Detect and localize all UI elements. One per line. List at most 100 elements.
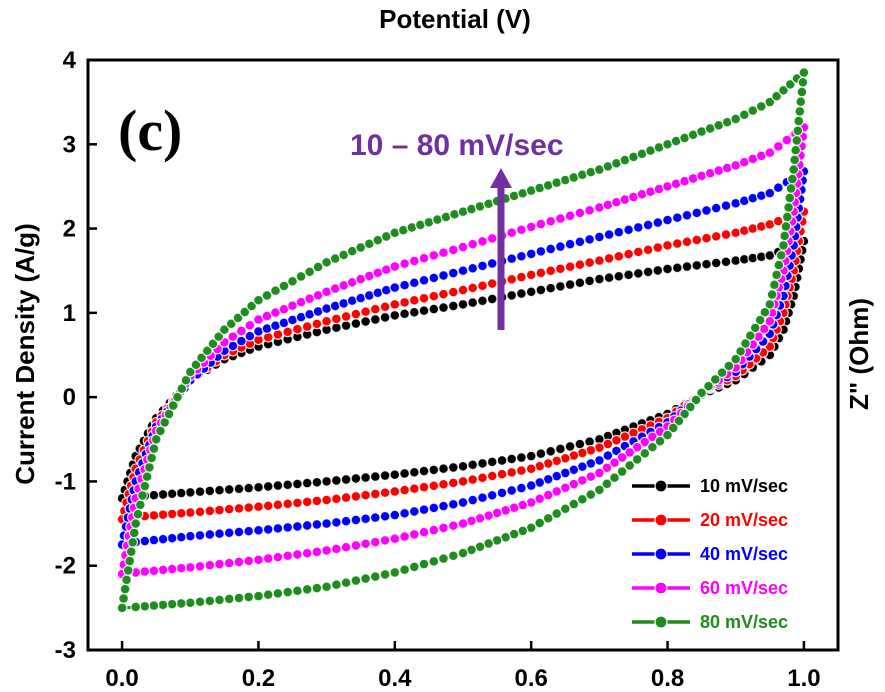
data-point bbox=[624, 447, 636, 458]
legend-label: 40 mV/sec bbox=[700, 544, 788, 564]
data-point bbox=[166, 508, 178, 520]
data-point bbox=[190, 359, 202, 371]
data-point bbox=[740, 338, 751, 350]
data-point bbox=[525, 248, 537, 260]
data-point bbox=[262, 524, 274, 535]
data-point bbox=[350, 318, 362, 330]
data-point bbox=[139, 480, 151, 492]
data-point bbox=[654, 435, 666, 447]
data-point bbox=[157, 533, 169, 545]
data-point bbox=[223, 484, 235, 495]
data-point bbox=[159, 417, 171, 428]
data-point bbox=[603, 252, 615, 264]
data-point bbox=[213, 331, 225, 343]
data-point bbox=[272, 523, 284, 534]
y-tick-label: -2 bbox=[55, 553, 76, 580]
data-point bbox=[778, 84, 789, 96]
data-point bbox=[783, 202, 794, 213]
data-point bbox=[233, 503, 245, 514]
data-point bbox=[486, 293, 498, 305]
right-axis-title: Z" (Ohm) bbox=[844, 298, 874, 410]
data-point bbox=[735, 346, 746, 357]
data-point bbox=[496, 468, 508, 480]
data-point bbox=[321, 518, 333, 529]
data-point bbox=[196, 352, 208, 364]
data-point bbox=[764, 147, 776, 159]
data-point bbox=[132, 508, 144, 520]
data-point bbox=[506, 253, 518, 265]
data-point bbox=[601, 462, 613, 474]
data-point bbox=[253, 524, 264, 536]
data-point bbox=[150, 433, 162, 445]
data-point bbox=[535, 448, 547, 460]
data-point bbox=[584, 275, 595, 287]
data-point bbox=[175, 507, 187, 519]
data-point bbox=[235, 325, 247, 337]
data-point bbox=[784, 78, 796, 90]
data-point bbox=[194, 506, 206, 518]
data-point bbox=[496, 487, 508, 499]
data-point bbox=[447, 300, 459, 312]
data-point bbox=[340, 541, 352, 553]
data-point bbox=[647, 441, 658, 453]
data-point bbox=[602, 450, 614, 462]
data-point bbox=[574, 259, 586, 271]
data-point bbox=[691, 260, 703, 271]
data-point bbox=[292, 497, 303, 509]
data-point bbox=[671, 212, 683, 224]
data-point bbox=[350, 540, 362, 551]
data-point bbox=[369, 471, 381, 483]
data-point bbox=[184, 366, 196, 378]
data-point bbox=[574, 236, 586, 248]
data-point bbox=[428, 464, 440, 476]
data-point bbox=[292, 549, 303, 560]
data-point bbox=[467, 459, 479, 471]
data-point bbox=[477, 295, 488, 307]
data-point bbox=[418, 305, 430, 317]
data-point bbox=[467, 262, 479, 274]
data-point bbox=[408, 277, 420, 289]
data-point bbox=[270, 285, 281, 297]
data-point bbox=[574, 277, 586, 289]
data-point bbox=[118, 593, 129, 604]
data-point bbox=[428, 249, 440, 261]
data-point bbox=[214, 558, 225, 570]
data-point bbox=[652, 265, 664, 276]
data-point bbox=[486, 258, 498, 269]
data-point bbox=[506, 485, 518, 496]
data-point bbox=[789, 154, 801, 166]
data-point bbox=[564, 441, 576, 452]
data-point bbox=[584, 204, 595, 216]
data-point bbox=[703, 380, 714, 392]
data-point bbox=[389, 533, 401, 545]
data-point bbox=[214, 484, 225, 496]
data-point bbox=[516, 271, 527, 283]
data-point bbox=[253, 294, 264, 306]
data-point bbox=[244, 319, 256, 331]
data-point bbox=[667, 422, 679, 434]
data-point bbox=[282, 586, 294, 598]
y-tick-label: 4 bbox=[63, 47, 77, 74]
data-point bbox=[233, 483, 245, 495]
data-point bbox=[311, 582, 323, 594]
data-point bbox=[331, 517, 342, 528]
data-point bbox=[516, 482, 527, 494]
data-point bbox=[360, 538, 372, 550]
data-point bbox=[243, 502, 255, 514]
data-point bbox=[389, 282, 401, 294]
data-point bbox=[321, 315, 333, 327]
y-tick-label: 3 bbox=[63, 131, 76, 158]
data-point bbox=[157, 489, 169, 500]
data-point bbox=[350, 473, 362, 484]
data-point bbox=[428, 556, 440, 567]
data-point bbox=[673, 415, 685, 427]
data-point bbox=[262, 589, 274, 601]
data-point bbox=[438, 463, 449, 475]
data-point bbox=[389, 299, 401, 310]
data-point bbox=[447, 462, 459, 473]
data-point bbox=[568, 498, 580, 510]
x-tick-label: 0.6 bbox=[514, 665, 547, 692]
data-point bbox=[754, 314, 766, 326]
data-point bbox=[272, 480, 284, 492]
